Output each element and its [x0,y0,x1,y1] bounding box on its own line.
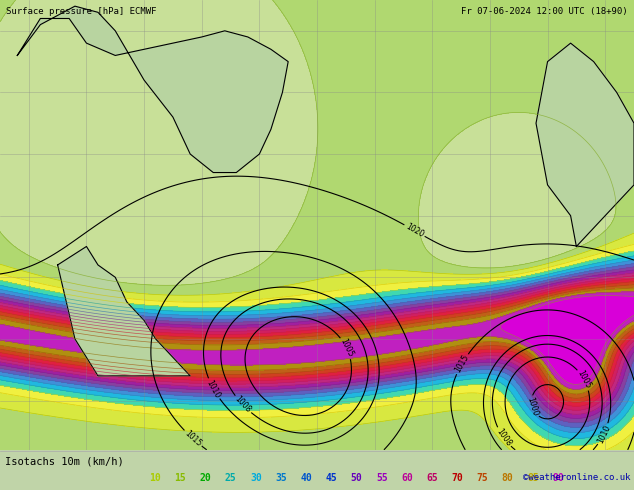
Text: 15: 15 [174,473,186,483]
Text: 1020: 1020 [404,222,425,239]
Text: 1010: 1010 [595,423,612,444]
Text: 1005: 1005 [576,369,593,391]
Text: 60: 60 [401,473,413,483]
Text: 35: 35 [275,473,287,483]
Text: 1005: 1005 [339,338,355,359]
Text: 10: 10 [150,473,161,483]
Text: 65: 65 [426,473,438,483]
Text: 1010: 1010 [205,378,222,399]
Text: Isotachs 10m (km/h): Isotachs 10m (km/h) [5,456,124,466]
Polygon shape [17,6,288,172]
Polygon shape [536,43,634,246]
Text: 85: 85 [527,473,539,483]
Text: 1015: 1015 [453,353,470,374]
Polygon shape [58,246,190,376]
Text: 50: 50 [351,473,363,483]
Text: 20: 20 [200,473,212,483]
Text: ©weatheronline.co.uk: ©weatheronline.co.uk [523,473,631,483]
Text: 45: 45 [326,473,337,483]
Text: 1008: 1008 [233,394,252,415]
Text: 1000: 1000 [525,396,540,417]
Text: Surface pressure [hPa] ECMWF: Surface pressure [hPa] ECMWF [6,7,157,16]
Text: 30: 30 [250,473,262,483]
Text: 90: 90 [552,473,564,483]
Text: 25: 25 [225,473,236,483]
Text: 80: 80 [501,473,514,483]
Text: 70: 70 [451,473,463,483]
Text: 75: 75 [477,473,488,483]
Text: 40: 40 [301,473,312,483]
Text: 1015: 1015 [183,429,203,448]
Text: 1008: 1008 [494,427,512,448]
Text: 55: 55 [376,473,387,483]
Text: Fr 07-06-2024 12:00 UTC (18+90): Fr 07-06-2024 12:00 UTC (18+90) [461,7,628,16]
